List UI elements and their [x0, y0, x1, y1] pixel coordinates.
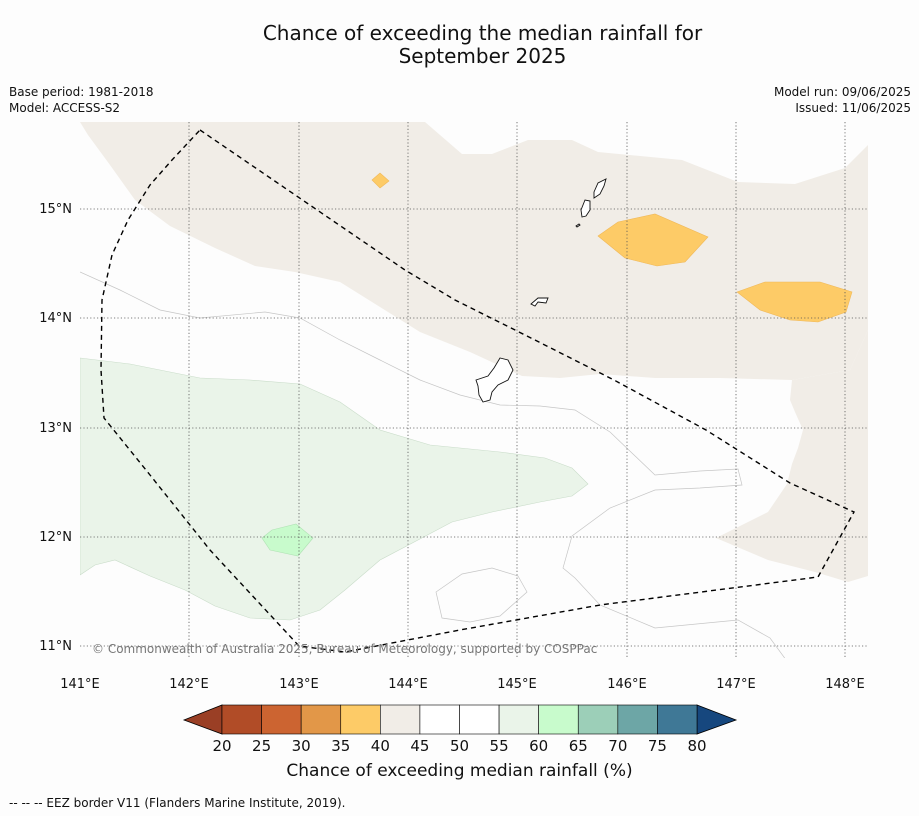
islands — [475, 178, 607, 403]
contour-35-40-small — [371, 172, 390, 189]
graticule — [80, 122, 868, 658]
colorbar-tick-label: 25 — [252, 737, 271, 755]
colorbar-cell — [300, 704, 342, 735]
island-aguijan — [575, 223, 581, 228]
colorbar-cell — [538, 704, 579, 735]
contour-lines — [80, 271, 786, 658]
map-panel: © Commonwealth of Australia 2025, Bureau… — [80, 122, 868, 658]
longitude-labels: 141°E 142°E 143°E 144°E 145°E 146°E 147°… — [60, 677, 865, 692]
copyright-text: © Commonwealth of Australia 2025, Bureau… — [92, 642, 597, 656]
colorbar-tick-label: 40 — [371, 737, 390, 755]
colorbar-tick-label: 75 — [648, 737, 667, 755]
colorbar-cell — [657, 704, 698, 735]
lon-label: 145°E — [497, 677, 537, 692]
colorbar-tick-label: 70 — [608, 737, 627, 755]
colorbar-cell — [459, 704, 500, 735]
latitude-labels: 15°N 14°N 13°N 12°N 11°N — [39, 202, 72, 654]
lon-label: 148°E — [825, 677, 865, 692]
colorbar-cell — [498, 704, 539, 735]
base-period: Base period: 1981-2018 — [9, 85, 154, 99]
colorbar-tick-label: 30 — [292, 737, 311, 755]
colorbar-high-extend — [696, 704, 738, 735]
colorbar-cell — [380, 704, 421, 735]
lat-label: 11°N — [39, 639, 72, 654]
island-saipan — [593, 178, 607, 199]
lat-label: 12°N — [39, 530, 72, 545]
colorbar-cell — [419, 704, 460, 735]
colorbar-cell — [221, 704, 262, 735]
chart-title: Chance of exceeding the median rainfall … — [0, 22, 919, 68]
lon-label: 141°E — [60, 677, 100, 692]
colorbar-cell — [577, 704, 619, 735]
lon-label: 142°E — [169, 677, 209, 692]
island-guam — [475, 357, 514, 403]
colorbar-tick-label: 65 — [569, 737, 588, 755]
colorbar-label: Chance of exceeding median rainfall (%) — [286, 761, 633, 781]
colorbar-cell — [261, 704, 302, 735]
island-tinian — [580, 199, 591, 218]
colorbar-tick-label: 20 — [212, 737, 231, 755]
lon-label: 147°E — [716, 677, 756, 692]
model-name: Model: ACCESS-S2 — [9, 101, 121, 115]
contour-45-50-east — [716, 330, 868, 582]
colorbar-tick-label: 80 — [687, 737, 706, 755]
lon-label: 146°E — [607, 677, 647, 692]
colorbar-low-extend — [182, 704, 223, 735]
colorbar-tick-label: 60 — [529, 737, 548, 755]
colorbar-tick-label: 55 — [490, 737, 509, 755]
colorbar: 20 25 30 35 40 45 50 55 60 65 70 75 80 — [182, 704, 738, 755]
lon-label: 144°E — [388, 677, 428, 692]
colorbar-tick-label: 35 — [331, 737, 350, 755]
contour-45-50-north — [80, 122, 868, 380]
contour-35-40-east — [736, 281, 853, 323]
colorbar-cell — [340, 704, 381, 735]
contour-55-60 — [80, 357, 589, 621]
lon-label: 143°E — [279, 677, 319, 692]
lat-label: 15°N — [39, 202, 72, 217]
contour-60-65 — [261, 523, 314, 557]
eez-footnote: -- -- -- EEZ border V11 (Flanders Marine… — [9, 796, 346, 810]
title-line-2: September 2025 — [398, 44, 567, 68]
eez-border — [100, 129, 855, 653]
lat-label: 13°N — [39, 421, 72, 436]
contour-35-40-mid — [597, 213, 709, 267]
model-run: Model run: 09/06/2025 — [773, 85, 911, 99]
title-line-1: Chance of exceeding the median rainfall … — [262, 21, 703, 45]
colorbar-cell — [617, 704, 658, 735]
colorbar-tick-label: 50 — [450, 737, 469, 755]
colorbar-tick-label: 45 — [410, 737, 429, 755]
issued-date: Issued: 11/06/2025 — [795, 101, 911, 115]
meta-left: Base period: 1981-2018 Model: ACCESS-S2 — [9, 84, 154, 116]
lat-label: 14°N — [39, 311, 72, 326]
meta-right: Model run: 09/06/2025 Issued: 11/06/2025 — [774, 84, 911, 116]
island-rota — [530, 297, 549, 307]
